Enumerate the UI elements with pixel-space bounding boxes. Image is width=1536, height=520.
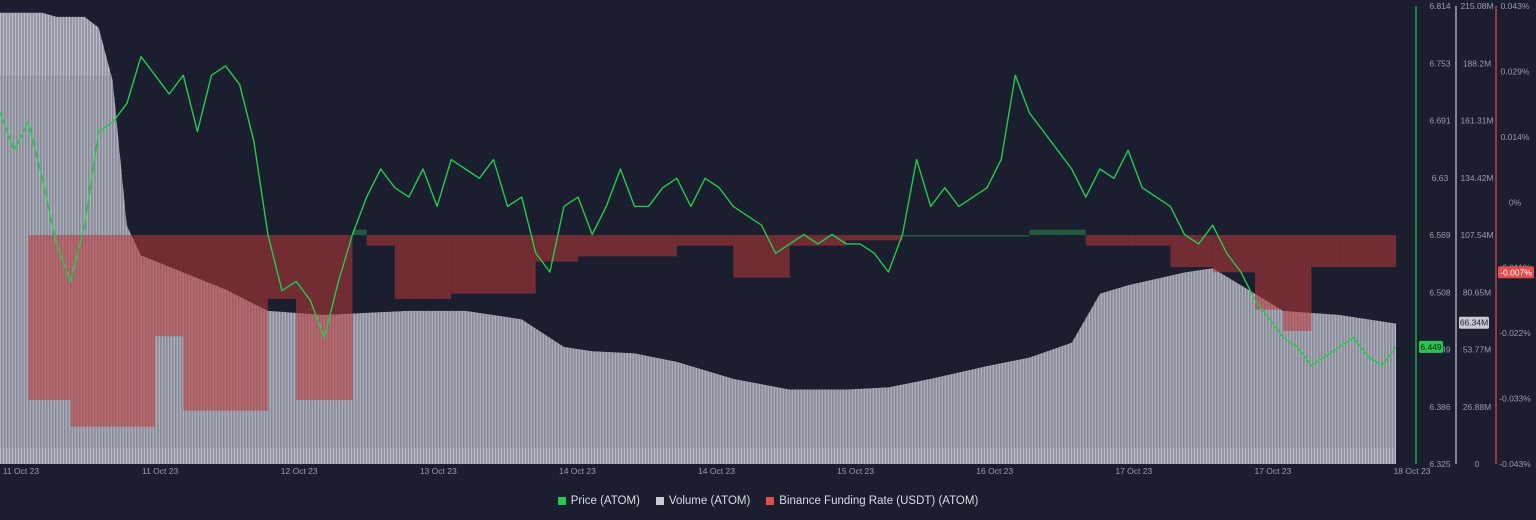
price-tick-label: 6.814	[1429, 1, 1451, 11]
legend-item-volume[interactable]: Volume (ATOM)	[655, 495, 751, 507]
funding-bar	[733, 235, 790, 278]
funding-bar	[1339, 235, 1368, 267]
volume-tick-label: 215.08M	[1460, 1, 1493, 11]
funding-bar	[225, 235, 268, 411]
funding-bar	[394, 235, 452, 299]
volume-tick-label: 53.77M	[1463, 345, 1491, 355]
chart: santiment 6.8146.7536.6916.636.5696.5086…	[0, 1, 1534, 476]
volume-current-label: 66.34M	[1460, 318, 1488, 328]
price-tick-label: 6.63	[1432, 173, 1449, 183]
funding-bar	[902, 235, 931, 237]
funding-bar	[352, 229, 367, 235]
volume-tick-label: 188.2M	[1463, 58, 1491, 68]
funding-bar	[493, 235, 536, 294]
funding-current-label: -0.007%	[1500, 267, 1532, 277]
price-current-label: 6.449	[1420, 342, 1442, 352]
funding-swatch	[766, 497, 775, 505]
volume-swatch	[655, 497, 664, 505]
x-tick-label: 17 Oct 23	[1115, 466, 1152, 476]
volume-tick-label: 0	[1475, 459, 1480, 469]
funding-tick-label: 0.043%	[1501, 1, 1530, 11]
funding-bar	[1311, 235, 1340, 267]
price-tick-label: 6.508	[1429, 287, 1451, 297]
funding-bar	[987, 235, 1030, 237]
funding-tick-label: -0.033%	[1499, 394, 1531, 404]
x-tick-label: 14 Oct 23	[559, 466, 596, 476]
funding-bar	[1212, 235, 1255, 273]
price-tick-label: 6.386	[1429, 402, 1451, 412]
funding-tick-label: -0.043%	[1499, 459, 1531, 469]
x-tick-label: 13 Oct 23	[420, 466, 457, 476]
funding-bar	[1367, 235, 1396, 267]
funding-tick-label: 0.029%	[1501, 66, 1530, 76]
funding-bar	[183, 235, 226, 411]
funding-bar	[578, 235, 621, 257]
funding-current-badge	[1498, 266, 1534, 279]
x-tick-label: 16 Oct 23	[976, 466, 1013, 476]
legend-item-funding[interactable]: Binance Funding Rate (USDT) (ATOM)	[766, 495, 978, 507]
funding-bar	[155, 235, 184, 337]
x-tick-label: 12 Oct 23	[281, 466, 318, 476]
price-tick-label: 6.691	[1429, 116, 1451, 126]
price-tick-label: 6.753	[1429, 58, 1451, 68]
price-swatch	[557, 497, 566, 505]
x-tick-label: 15 Oct 23	[837, 466, 874, 476]
legend-item-price[interactable]: Price (ATOM)	[557, 495, 640, 507]
x-tick-label: 11 Oct 23	[142, 466, 178, 476]
price-line	[0, 55, 1397, 367]
price-tick-label: 6.325	[1429, 459, 1451, 469]
axes: 6.814 6.753 6.691 6.63 6.569 6.508 6.449 6.386 6…	[3, 1, 1534, 476]
volume-tick-label: 161.31M	[1460, 116, 1493, 126]
funding-bar	[451, 235, 494, 294]
x-tick-label: 17 Oct 23	[1254, 466, 1291, 476]
funding-bar	[366, 235, 395, 246]
funding-bar	[789, 235, 847, 246]
funding-tick-label: 0.014%	[1501, 132, 1530, 142]
price-current-badge	[1419, 340, 1443, 353]
funding-bar	[296, 235, 353, 401]
funding-tick-label: -0.022%	[1499, 328, 1531, 338]
volume-tick-label: 26.88M	[1463, 402, 1491, 412]
x-tick-label: 11 Oct 23	[3, 466, 39, 476]
funding-bar	[1170, 235, 1213, 267]
x-tick-label: 18 Oct 23	[1394, 466, 1431, 476]
funding-bar	[1128, 235, 1171, 246]
volume-tick-label: 107.54M	[1460, 230, 1493, 240]
volume-current-badge	[1459, 316, 1489, 329]
funding-bar	[1029, 229, 1086, 235]
funding-bar	[1255, 235, 1284, 310]
volume-tick-label: 80.65M	[1463, 287, 1491, 297]
funding-bar	[620, 235, 677, 257]
funding-bar	[846, 235, 903, 241]
legend-label-volume: Volume (ATOM)	[668, 495, 751, 507]
funding-bar	[930, 235, 988, 237]
volume-tick-label: 134.42M	[1460, 173, 1493, 183]
price-tick-label: 6.569	[1429, 230, 1451, 240]
funding-bar	[1283, 235, 1312, 331]
funding-bar	[676, 235, 734, 246]
funding-bar	[70, 235, 156, 427]
x-tick-label: 14 Oct 23	[698, 466, 735, 476]
legend-label-price: Price (ATOM)	[570, 495, 640, 507]
funding-bar	[1085, 235, 1129, 246]
legend-label-funding: Binance Funding Rate (USDT) (ATOM)	[779, 495, 979, 507]
legend: Price (ATOM) Volume (ATOM) Binance Fundi…	[0, 492, 1536, 510]
funding-tick-label: 0%	[1509, 197, 1522, 207]
price-series	[0, 55, 1397, 367]
